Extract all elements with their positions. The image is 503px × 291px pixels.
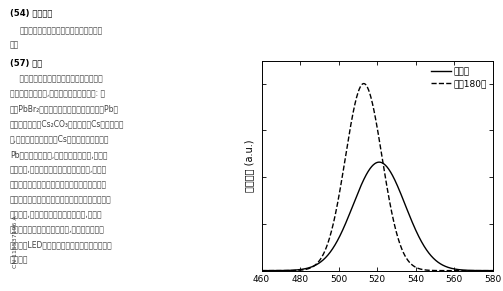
Text: CN 115537196 A: CN 115537196 A: [13, 215, 18, 268]
泡水前: [318, 260, 324, 263]
Text: (54) 发明名称: (54) 发明名称: [10, 9, 52, 18]
泡水180天: [318, 257, 324, 260]
Line: 泡水180天: 泡水180天: [262, 84, 493, 271]
Text: 异的耐水性能和高效光催化性,在光催化、高效: 异的耐水性能和高效光催化性,在光催化、高效: [10, 226, 105, 235]
泡水180天: [433, 269, 439, 272]
Text: 稳定钙钛矿材料。本发明涉及的制备方法简便易: 稳定钙钛矿材料。本发明涉及的制备方法简便易: [10, 180, 107, 189]
泡水180天: [395, 237, 401, 241]
Text: 前驱体溶液、将Cs₂CO₃溶于水得到Cs的前驱体溶: 前驱体溶液、将Cs₂CO₃溶于水得到Cs的前驱体溶: [10, 120, 125, 129]
Text: Pb的前驱体溶液中,立刻产生白色沉淀,反应一: Pb的前驱体溶液中,立刻产生白色沉淀,反应一: [10, 150, 108, 159]
Text: 定时间后,将所得沉淀离心、洗涤、干燥,即得高: 定时间后,将所得沉淀离心、洗涤、干燥,即得高: [10, 165, 107, 174]
Text: (57) 摘要: (57) 摘要: [10, 58, 42, 67]
Text: 用前景。: 用前景。: [10, 256, 29, 265]
Text: 宏量制备,得到的高稳定性钙钛矿材料,具有优: 宏量制备,得到的高稳定性钙钛矿材料,具有优: [10, 210, 103, 219]
泡水180天: [299, 268, 305, 272]
泡水180天: [413, 266, 420, 269]
Y-axis label: 发光强度 (a.u.): 发光强度 (a.u.): [244, 140, 254, 192]
泡水180天: [259, 269, 265, 272]
Text: 液,然后在搅拌条件下将Cs的前驱体溶液滴加至: 液,然后在搅拌条件下将Cs的前驱体溶液滴加至: [10, 135, 110, 144]
X-axis label: 波长 (nm): 波长 (nm): [358, 290, 396, 291]
泡水前: [259, 269, 265, 272]
泡水前: [376, 160, 382, 164]
泡水前: [395, 186, 401, 189]
Legend: 泡水前, 泡水180天: 泡水前, 泡水180天: [429, 66, 488, 90]
Text: 本发明公开了一种高稳定性钙钛矿材料及: 本发明公开了一种高稳定性钙钛矿材料及: [10, 74, 103, 83]
Text: 先将PbBr₂溶于碱金属溴化物的水溶液中得Pb的: 先将PbBr₂溶于碱金属溴化物的水溶液中得Pb的: [10, 104, 119, 113]
泡水前: [433, 259, 439, 262]
泡水180天: [364, 84, 370, 88]
泡水前: [413, 230, 420, 233]
Text: 行、反应条件极其环保和温和、成本低廉、可实现: 行、反应条件极其环保和温和、成本低廉、可实现: [10, 195, 112, 204]
Text: 应用: 应用: [10, 41, 19, 50]
Text: 其制备方法和应用,制备方法包括以下步骤: 首: 其制备方法和应用,制备方法包括以下步骤: 首: [10, 89, 105, 98]
Line: 泡水前: 泡水前: [262, 162, 493, 271]
泡水前: [363, 173, 369, 176]
Text: 高稳定的LED和太阳能电池等领域具有广阔的应: 高稳定的LED和太阳能电池等领域具有广阔的应: [10, 241, 113, 250]
泡水前: [490, 269, 496, 272]
Text: 一种高稳定性钙钛矿材料及其制备方法和: 一种高稳定性钙钛矿材料及其制备方法和: [20, 26, 104, 35]
泡水前: [299, 267, 305, 271]
泡水180天: [361, 82, 367, 85]
泡水180天: [490, 269, 496, 272]
